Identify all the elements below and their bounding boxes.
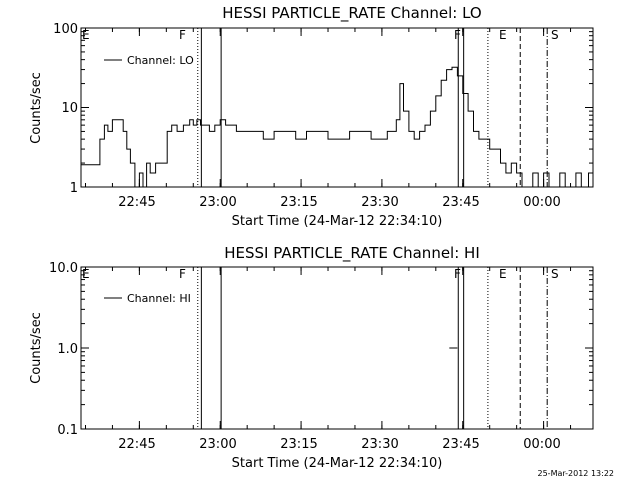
- footer-timestamp: 25-Mar-2012 13:22: [538, 469, 615, 478]
- panel-hi-ytick-label: 10.0: [49, 261, 78, 276]
- panel-hi-xtick-label: 23:30: [361, 437, 398, 452]
- panel-lo-title: HESSI PARTICLE_RATE Channel: LO: [222, 4, 481, 23]
- panel-hi-ytick-label: 0.1: [57, 423, 78, 438]
- panel-lo-ytick-label: 1: [70, 181, 78, 196]
- panel-hi-xtick-label: 23:00: [199, 437, 236, 452]
- panel-lo-x-axis-label: Start Time (24-Mar-12 22:34:10): [232, 214, 443, 229]
- panel-hi-marker-label: E: [499, 267, 507, 281]
- panel-lo-marker-label: E: [499, 28, 507, 42]
- panel-lo-xtick-label: 22:45: [118, 195, 155, 210]
- panel-hi: HESSI PARTICLE_RATE Channel: HI Counts/s…: [29, 244, 594, 471]
- panel-lo-marker-label: S: [551, 28, 559, 42]
- panel-hi-ytick-label: 1.0: [57, 342, 78, 357]
- panel-lo-xtick-label: 00:00: [523, 195, 560, 210]
- panel-lo-xtick-label: 23:00: [199, 195, 236, 210]
- panel-lo-y-axis-label: Counts/sec: [29, 72, 44, 144]
- panel-hi-xtick-label: 00:00: [523, 437, 560, 452]
- panel-hi-marker-label: S: [551, 267, 559, 281]
- panel-lo-legend-label: Channel: LO: [127, 54, 194, 67]
- panel-hi-marker-label: F: [454, 267, 461, 281]
- panel-lo-xtick-label: 23:30: [361, 195, 398, 210]
- panel-hi-marker-label: F: [179, 267, 186, 281]
- panel-hi-ticks: [81, 266, 593, 430]
- panel-hi-xtick-label: 23:15: [280, 437, 317, 452]
- panel-lo-marker-label: F: [179, 28, 186, 42]
- panel-lo-ytick-label: 10: [61, 101, 78, 116]
- panel-hi-xtick-label: 23:45: [442, 437, 479, 452]
- panel-hi-y-axis-label: Counts/sec: [29, 312, 44, 384]
- panel-lo-event-lines: [197, 28, 548, 187]
- panel-hi-x-axis-label: Start Time (24-Mar-12 22:34:10): [232, 456, 443, 471]
- panel-lo-marker-label: F: [454, 28, 461, 42]
- panel-lo-data: [81, 66, 594, 188]
- panel-lo-ticks: [81, 27, 593, 188]
- panel-lo: HESSI PARTICLE_RATE Channel: LO Counts/s…: [29, 4, 594, 229]
- panel-lo-xtick-label: 23:15: [280, 195, 317, 210]
- panel-hi-title: HESSI PARTICLE_RATE Channel: HI: [224, 244, 480, 263]
- series-line: [81, 66, 594, 188]
- panel-hi-xtick-label: 22:45: [118, 437, 155, 452]
- panel-hi-legend-label: Channel: HI: [127, 292, 191, 305]
- panel-lo-left-marker-label: E: [82, 28, 90, 42]
- panel-lo-xtick-label: 23:45: [442, 195, 479, 210]
- panel-hi-left-marker-label: E: [82, 267, 90, 281]
- panel-hi-event-lines: [197, 267, 548, 429]
- panel-lo-ytick-label: 100: [53, 22, 78, 37]
